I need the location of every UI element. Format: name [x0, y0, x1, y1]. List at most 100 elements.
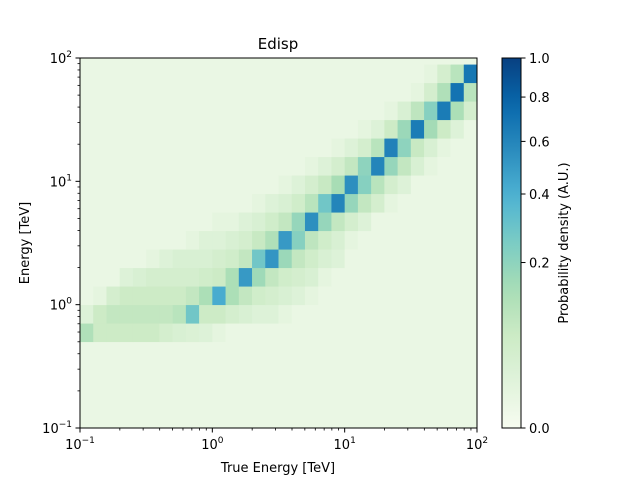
- heatmap-cell: [278, 267, 293, 287]
- heatmap-cell: [212, 193, 226, 213]
- heatmap-cell: [344, 230, 359, 250]
- heatmap-cell: [80, 119, 94, 139]
- heatmap-cell: [331, 193, 346, 213]
- heatmap-cell: [80, 175, 94, 195]
- heatmap-cell: [132, 286, 147, 306]
- heatmap-cell: [238, 286, 253, 306]
- heatmap-cell: [357, 212, 372, 232]
- heatmap-cell: [424, 156, 438, 176]
- heatmap-cell: [159, 341, 174, 429]
- heatmap-cell: [225, 341, 240, 429]
- heatmap-cell: [238, 82, 253, 102]
- heatmap-cell: [384, 138, 398, 158]
- heatmap-cell: [146, 58, 160, 65]
- heatmap-cell: [199, 175, 213, 195]
- heatmap-cell: [80, 82, 94, 102]
- heatmap-cell: [437, 156, 451, 176]
- heatmap-cell: [397, 64, 412, 84]
- heatmap-cell: [318, 249, 332, 269]
- heatmap-cell: [199, 156, 213, 176]
- colorbar-tick-label: 1.0: [529, 52, 550, 67]
- heatmap-cell: [93, 138, 107, 158]
- heatmap-cell: [146, 64, 160, 84]
- heatmap-cell: [384, 249, 398, 269]
- heatmap-cell: [106, 304, 121, 324]
- heatmap-cell: [93, 249, 107, 269]
- heatmap-cell: [172, 58, 187, 65]
- heatmap-cell: [424, 58, 438, 65]
- heatmap-cell: [199, 249, 213, 269]
- heatmap-cell: [119, 323, 134, 343]
- y-axis-ticks: 10−1 100 101 102: [42, 50, 80, 437]
- heatmap-cell: [331, 341, 346, 429]
- x-tick-label: 102: [466, 436, 488, 453]
- heatmap-cell: [80, 58, 94, 65]
- heatmap-cell: [278, 138, 293, 158]
- heatmap-cell: [384, 212, 398, 232]
- heatmap-cell: [291, 304, 306, 324]
- heatmap-cell: [371, 58, 385, 65]
- x-axis-ticks: 10−1 100 101 102: [65, 428, 488, 453]
- heatmap-cell: [252, 82, 266, 102]
- heatmap-cell: [225, 119, 240, 139]
- heatmap-cell: [238, 156, 253, 176]
- heatmap-cell: [384, 193, 398, 213]
- heatmap-cell: [278, 156, 293, 176]
- heatmap-cell: [318, 193, 332, 213]
- heatmap-cell: [199, 230, 213, 250]
- heatmap-cell: [410, 323, 425, 343]
- heatmap-cell: [344, 286, 359, 306]
- heatmap-cell: [106, 249, 121, 269]
- heatmap-cell: [119, 58, 134, 65]
- heatmap-cell: [172, 249, 187, 269]
- heatmap-cell: [252, 286, 266, 306]
- heatmap-cell: [344, 267, 359, 287]
- heatmap-cell: [331, 267, 346, 287]
- heatmap-cell: [304, 212, 319, 232]
- heatmap-cell: [357, 249, 372, 269]
- heatmap-cell: [172, 119, 187, 139]
- heatmap-cell: [450, 82, 465, 102]
- heatmap-cell: [93, 267, 107, 287]
- y-tick-label: 101: [50, 173, 72, 190]
- heatmap-cell: [185, 212, 200, 232]
- heatmap-cell: [344, 82, 359, 102]
- heatmap-cell: [93, 193, 107, 213]
- heatmap-cell: [132, 267, 147, 287]
- heatmap-cell: [132, 249, 147, 269]
- heatmap-cell: [410, 101, 425, 121]
- heatmap-cell: [437, 230, 451, 250]
- heatmap-cell: [318, 156, 332, 176]
- heatmap-cell: [397, 341, 412, 429]
- heatmap-cell: [106, 286, 121, 306]
- heatmap-cell: [185, 341, 200, 429]
- heatmap-cell: [331, 175, 346, 195]
- heatmap-cell: [291, 323, 306, 343]
- heatmap-cell: [397, 230, 412, 250]
- heatmap-cell: [185, 101, 200, 121]
- heatmap-cell: [424, 101, 438, 121]
- heatmap-cell: [252, 267, 266, 287]
- heatmap-cell: [146, 341, 160, 429]
- heatmap-cell: [212, 304, 226, 324]
- heatmap-cell: [463, 193, 478, 213]
- heatmap-cell: [225, 323, 240, 343]
- heatmap-cell: [384, 267, 398, 287]
- heatmap-cell: [146, 304, 160, 324]
- heatmap-cell: [397, 212, 412, 232]
- heatmap-cell: [238, 64, 253, 84]
- heatmap-cell: [80, 286, 94, 306]
- heatmap-cell: [278, 64, 293, 84]
- heatmap-cell: [238, 304, 253, 324]
- heatmap-cell: [212, 249, 226, 269]
- heatmap-cell: [80, 230, 94, 250]
- heatmap-cell: [304, 304, 319, 324]
- heatmap-cell: [318, 212, 332, 232]
- heatmap-cell: [331, 304, 346, 324]
- heatmap-cell: [357, 82, 372, 102]
- heatmap-cell: [172, 304, 187, 324]
- heatmap-cell: [212, 156, 226, 176]
- heatmap-cell: [146, 323, 160, 343]
- x-tick-label: 101: [334, 436, 356, 453]
